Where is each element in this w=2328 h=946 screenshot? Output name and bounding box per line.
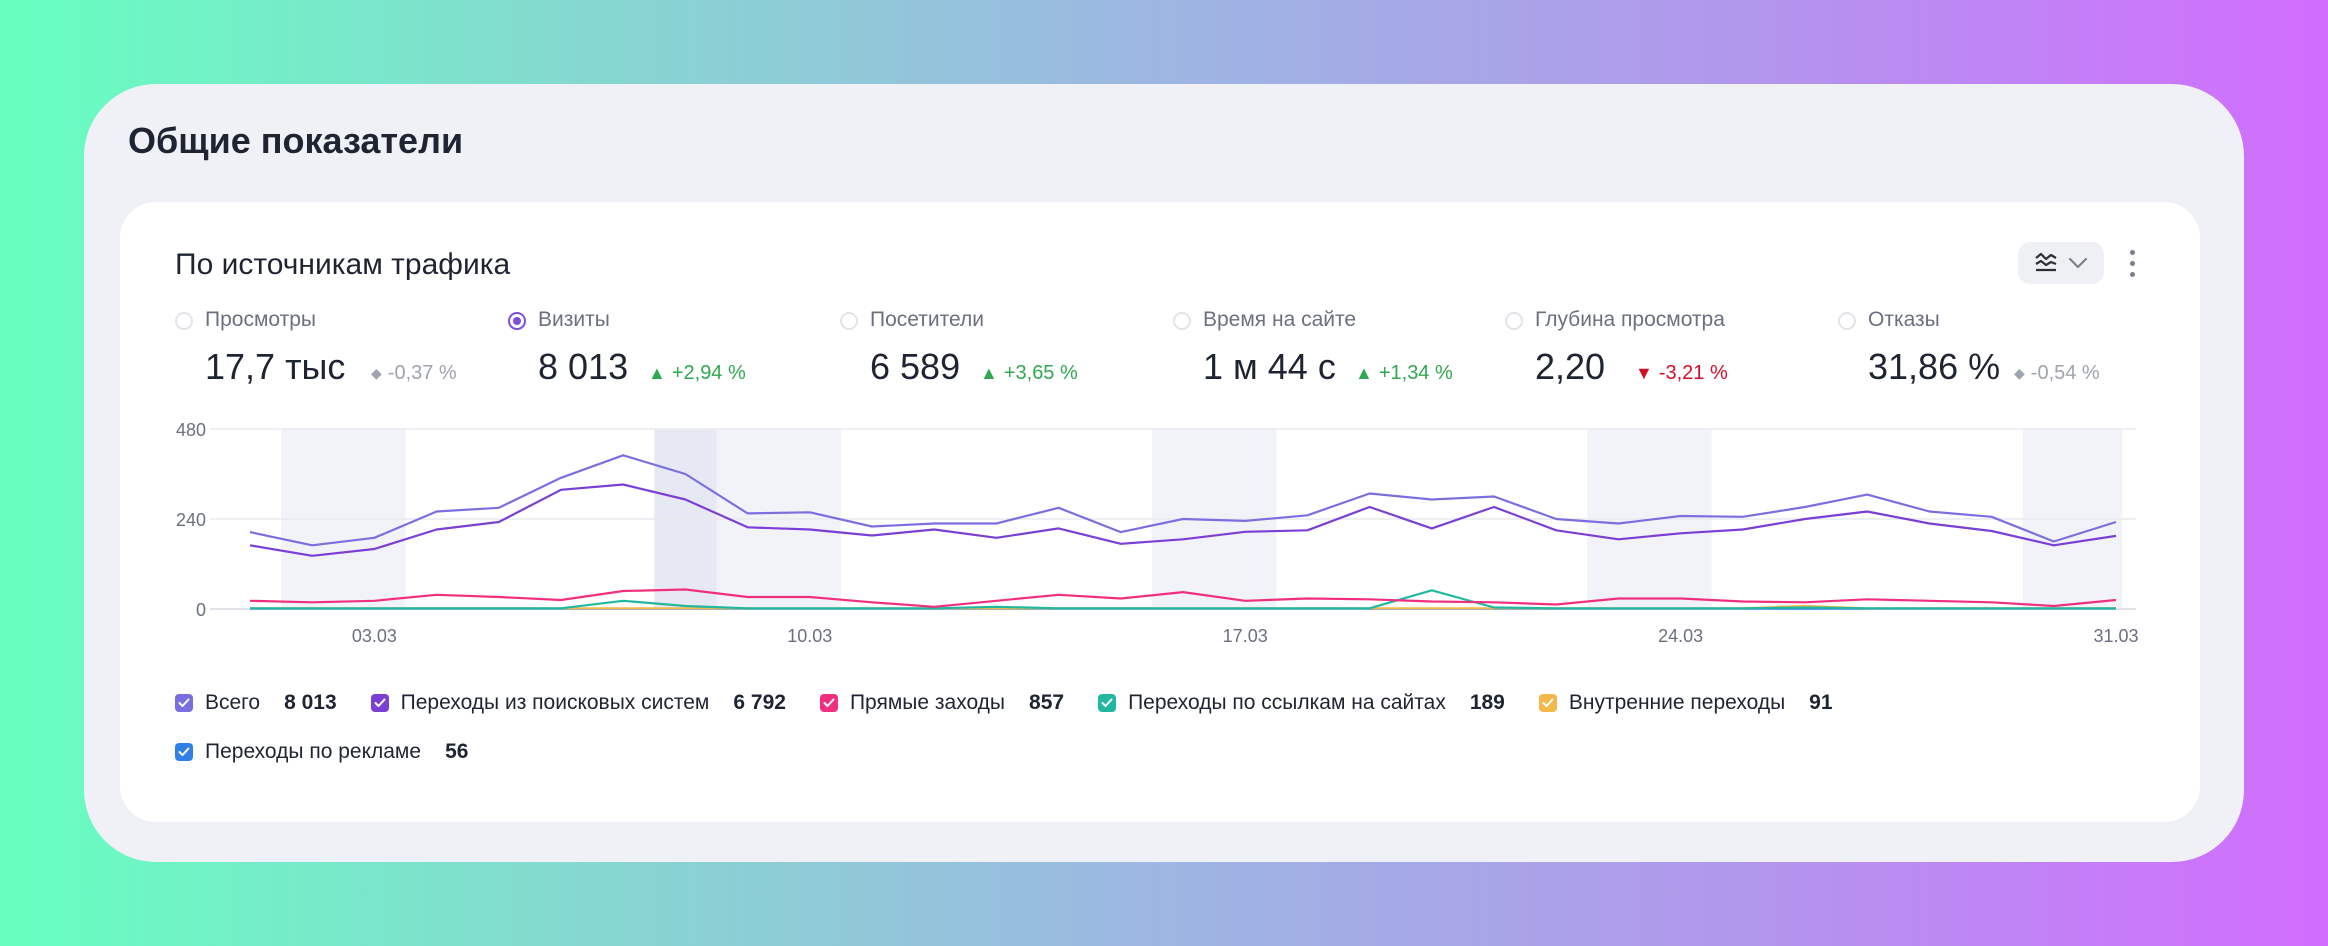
metric-delta-value: +2,94 % xyxy=(671,362,746,384)
metric-delta: ◆ -0,37 % xyxy=(371,362,457,385)
more-vertical-icon xyxy=(2129,249,2135,255)
y-tick-label: 0 xyxy=(196,600,206,620)
metric-1[interactable]: Визиты 8 013 ▲ +2,94 % xyxy=(508,308,808,398)
series-line-2 xyxy=(249,588,2117,608)
legend-label: Внутренние переходы xyxy=(1568,691,1786,714)
more-options-button[interactable] xyxy=(2122,244,2142,282)
metric-label: Отказы xyxy=(1868,308,1940,331)
triangle-up-icon: ▲ xyxy=(1355,363,1373,383)
metric-delta: ▼ -3,21 % xyxy=(1635,362,1728,385)
y-tick-label: 240 xyxy=(176,510,206,530)
diamond-icon: ◆ xyxy=(2014,365,2025,381)
legend-value: 8 013 xyxy=(284,691,337,714)
legend-item[interactable]: Переходы по рекламе 56 xyxy=(175,740,468,764)
metric-delta-value: -3,21 % xyxy=(1658,362,1728,384)
legend-checkbox[interactable] xyxy=(1538,694,1557,712)
triangle-up-icon: ▲ xyxy=(980,363,998,383)
legend-item[interactable]: Всего 8 013 xyxy=(175,691,337,715)
metric-delta-value: +3,65 % xyxy=(1003,362,1078,384)
legend-item[interactable]: Переходы из поисковых систем 6 792 xyxy=(370,691,786,715)
legend-value: 857 xyxy=(1029,691,1065,714)
metric-radio[interactable] xyxy=(175,312,193,330)
metric-value: 1 м 44 с xyxy=(1203,346,1336,387)
x-tick-label: 03.03 xyxy=(352,626,397,646)
triangle-down-icon: ▼ xyxy=(1635,363,1653,383)
page-title: Общие показатели xyxy=(128,120,464,161)
legend-checkbox[interactable] xyxy=(175,743,193,761)
check-icon xyxy=(374,698,386,707)
legend-value: 6 792 xyxy=(733,691,786,714)
legend-item[interactable]: Внутренние переходы 91 xyxy=(1538,691,1833,715)
metric-value: 31,86 % xyxy=(1868,346,2001,387)
series-line-1 xyxy=(249,483,2117,557)
legend-item[interactable]: Прямые заходы 857 xyxy=(819,691,1065,715)
traffic-sources-card: По источникам трафика Просмотры 17,7 тыс ◆… xyxy=(120,202,2200,822)
x-tick-label: 10.03 xyxy=(787,626,832,646)
legend-value: 91 xyxy=(1809,691,1833,714)
metric-label: Глубина просмотра xyxy=(1535,308,1725,331)
metric-label: Посетители xyxy=(870,308,984,331)
legend-checkbox[interactable] xyxy=(1098,694,1117,712)
x-tick-label: 17.03 xyxy=(1223,626,1268,646)
metric-delta-value: -0,54 % xyxy=(2030,362,2100,384)
metric-delta: ▲ +2,94 % xyxy=(648,362,746,385)
metric-radio[interactable] xyxy=(1838,312,1856,330)
diamond-icon: ◆ xyxy=(371,365,382,381)
legend-value: 56 xyxy=(445,740,469,763)
legend-label: Переходы из поисковых систем xyxy=(400,691,710,714)
metric-value: 8 013 xyxy=(538,346,629,387)
metric-3[interactable]: Время на сайте 1 м 44 с ▲ +1,34 % xyxy=(1173,308,1473,398)
legend-label: Переходы по рекламе xyxy=(205,740,422,763)
check-icon xyxy=(823,698,835,707)
metric-delta: ▲ +1,34 % xyxy=(1355,362,1453,385)
x-tick-label: 31.03 xyxy=(2093,626,2138,646)
chart-type-button[interactable] xyxy=(2018,242,2104,284)
legend-checkbox[interactable] xyxy=(175,694,193,712)
metric-value: 2,20 xyxy=(1535,346,1606,387)
triangle-up-icon: ▲ xyxy=(648,363,666,383)
legend-row: Всего 8 013 Переходы из поисковых систем 6 … xyxy=(175,691,1867,715)
check-icon xyxy=(178,698,190,707)
metric-value: 17,7 тыс xyxy=(205,346,346,387)
card-title: По источникам трафика xyxy=(175,248,511,281)
metric-label: Визиты xyxy=(538,308,610,331)
check-icon xyxy=(1101,698,1113,707)
dashboard-panel: Общие показатели По источникам трафика П… xyxy=(84,84,2244,862)
metric-2[interactable]: Посетители 6 589 ▲ +3,65 % xyxy=(840,308,1140,398)
chevron-down-icon xyxy=(2068,257,2088,269)
metric-delta: ◆ -0,54 % xyxy=(2014,362,2100,385)
legend-row: Переходы по рекламе 56 xyxy=(175,740,502,764)
legend-value: 189 xyxy=(1469,691,1505,714)
line-chart-icon xyxy=(2035,252,2057,272)
legend-label: Прямые заходы xyxy=(849,691,1006,714)
metric-radio[interactable] xyxy=(1173,312,1191,330)
metric-label: Время на сайте xyxy=(1203,308,1357,331)
metric-0[interactable]: Просмотры 17,7 тыс ◆ -0,37 % xyxy=(175,308,475,398)
metric-delta-value: +1,34 % xyxy=(1378,362,1453,384)
y-tick-label: 480 xyxy=(176,420,206,440)
metric-radio[interactable] xyxy=(840,312,858,330)
metric-radio[interactable] xyxy=(1505,312,1523,330)
check-icon xyxy=(178,747,190,756)
legend-checkbox[interactable] xyxy=(370,694,389,712)
x-tick-label: 24.03 xyxy=(1658,626,1703,646)
metric-delta: ▲ +3,65 % xyxy=(980,362,1078,385)
metric-radio[interactable] xyxy=(508,312,526,330)
legend-checkbox[interactable] xyxy=(819,694,838,712)
metric-delta-value: -0,37 % xyxy=(387,362,457,384)
legend-item[interactable]: Переходы по ссылкам на сайтах 189 xyxy=(1098,691,1505,715)
check-icon xyxy=(1542,698,1554,707)
metric-label: Просмотры xyxy=(205,308,316,331)
metric-value: 6 589 xyxy=(870,346,961,387)
series-line-0 xyxy=(249,454,2117,547)
line-chart: 0 240 480 03.03 10.03 17.03 24.03 31.03 xyxy=(176,420,2139,646)
metric-4[interactable]: Глубина просмотра 2,20 ▼ -3,21 % xyxy=(1505,308,1805,398)
metric-5[interactable]: Отказы 31,86 % ◆ -0,54 % xyxy=(1838,308,2138,398)
legend-label: Переходы по ссылкам на сайтах xyxy=(1128,691,1446,714)
legend-label: Всего xyxy=(205,691,261,714)
series-line-3 xyxy=(250,589,2116,610)
